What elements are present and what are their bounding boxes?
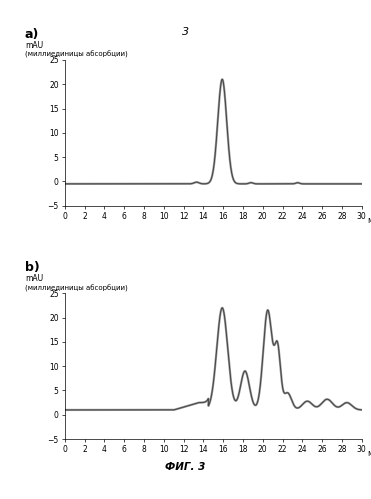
- Text: ФИГ. 3: ФИГ. 3: [165, 462, 206, 472]
- Text: mAU: mAU: [25, 274, 43, 283]
- Text: мин: мин: [368, 449, 371, 458]
- Text: b): b): [25, 261, 40, 274]
- Text: мин: мин: [368, 216, 371, 225]
- Text: a): a): [25, 28, 39, 41]
- Text: (миллиединицы абсорбции): (миллиединицы абсорбции): [25, 51, 128, 58]
- Text: (миллиединицы абсорбции): (миллиединицы абсорбции): [25, 284, 128, 292]
- Text: 3: 3: [182, 27, 189, 37]
- Text: mAU: mAU: [25, 41, 43, 50]
